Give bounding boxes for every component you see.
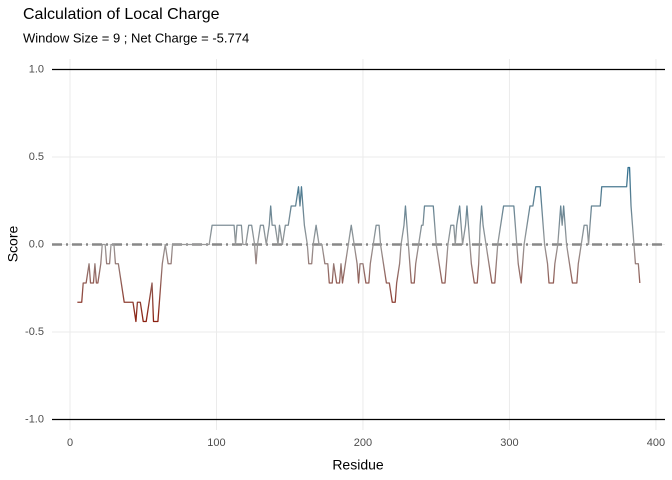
x-tick-label: 0 <box>67 437 73 449</box>
chart-title: Calculation of Local Charge <box>23 6 220 23</box>
x-tick-label: 300 <box>500 437 518 449</box>
y-tick-label: -0.5 <box>25 326 44 338</box>
x-tick-label: 400 <box>647 437 665 449</box>
y-tick-label: -1.0 <box>25 413 44 425</box>
x-axis-label: Residue <box>332 457 384 473</box>
y-tick-label: 0.5 <box>29 151 44 163</box>
chart-subtitle: Window Size = 9 ; Net Charge = -5.774 <box>23 30 249 45</box>
x-tick-label: 100 <box>207 437 225 449</box>
y-axis-label: Score <box>5 226 21 263</box>
y-tick-label: 1.0 <box>29 63 44 75</box>
charge-line <box>77 166 641 323</box>
y-tick-label: 0.0 <box>29 238 44 250</box>
x-tick-label: 200 <box>354 437 372 449</box>
